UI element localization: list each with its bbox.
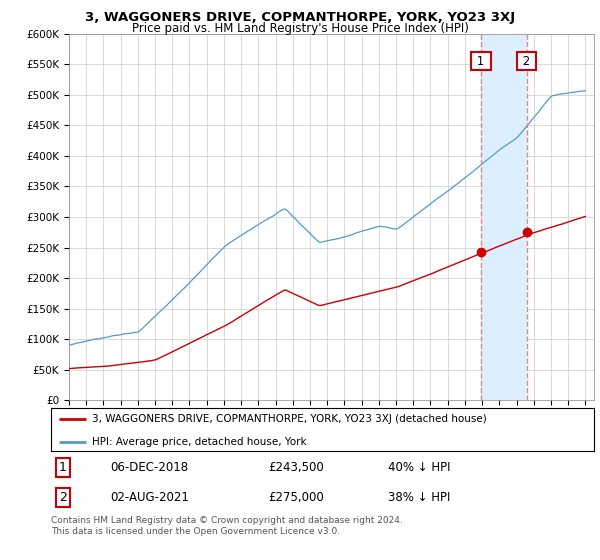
Text: 2: 2 <box>519 55 534 68</box>
Text: 2: 2 <box>59 491 67 504</box>
Text: Price paid vs. HM Land Registry's House Price Index (HPI): Price paid vs. HM Land Registry's House … <box>131 22 469 35</box>
Text: £275,000: £275,000 <box>268 491 324 504</box>
Text: 3, WAGGONERS DRIVE, COPMANTHORPE, YORK, YO23 3XJ (detached house): 3, WAGGONERS DRIVE, COPMANTHORPE, YORK, … <box>92 414 487 424</box>
Bar <box>481 34 527 400</box>
Text: 3, WAGGONERS DRIVE, COPMANTHORPE, YORK, YO23 3XJ: 3, WAGGONERS DRIVE, COPMANTHORPE, YORK, … <box>85 11 515 24</box>
Text: HPI: Average price, detached house, York: HPI: Average price, detached house, York <box>92 437 307 447</box>
Text: 40% ↓ HPI: 40% ↓ HPI <box>388 461 450 474</box>
Text: 06-DEC-2018: 06-DEC-2018 <box>111 461 189 474</box>
Text: 02-AUG-2021: 02-AUG-2021 <box>111 491 190 504</box>
Text: £243,500: £243,500 <box>268 461 324 474</box>
Text: Contains HM Land Registry data © Crown copyright and database right 2024.
This d: Contains HM Land Registry data © Crown c… <box>51 516 403 536</box>
Text: 1: 1 <box>473 55 488 68</box>
Text: 38% ↓ HPI: 38% ↓ HPI <box>388 491 450 504</box>
Text: 1: 1 <box>59 461 67 474</box>
